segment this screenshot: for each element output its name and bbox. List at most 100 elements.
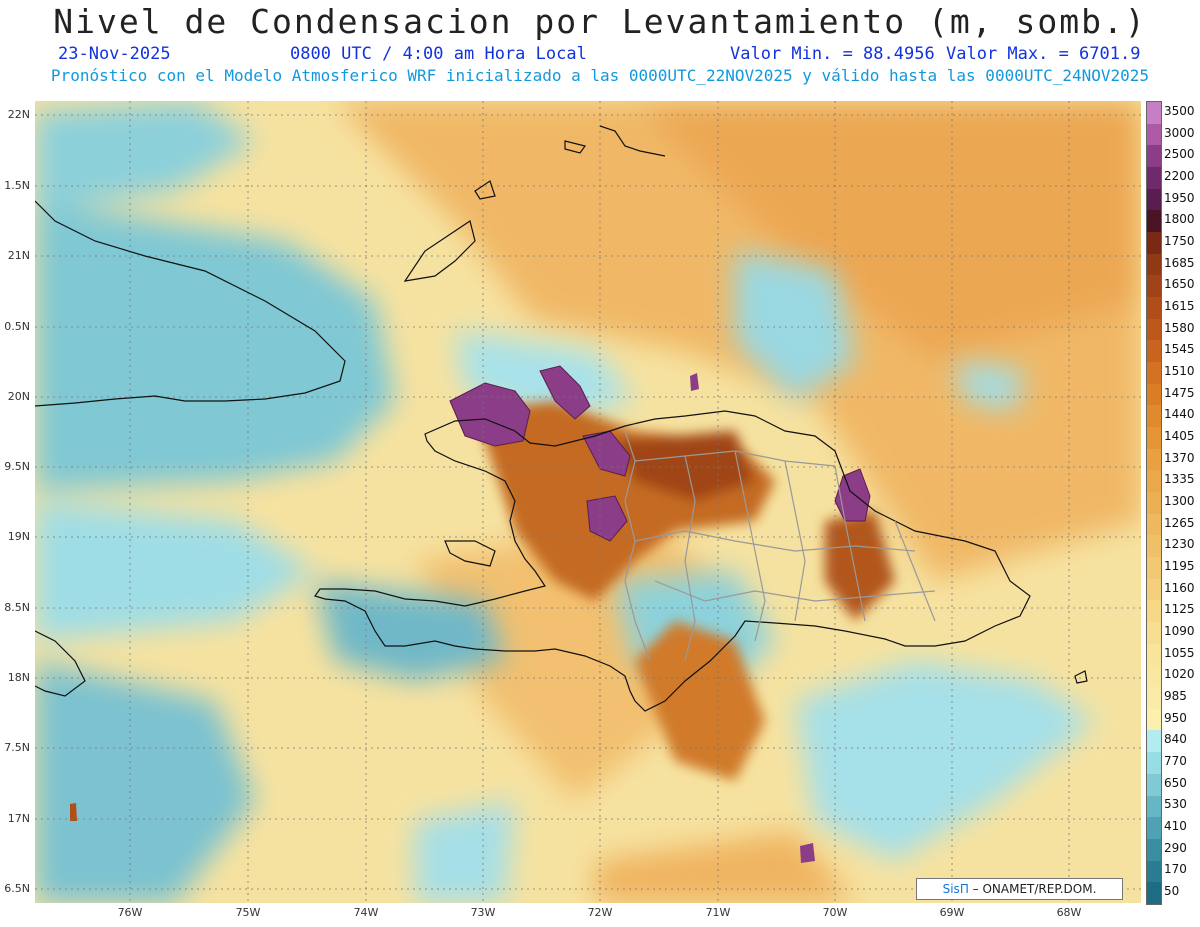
colorbar-label: 50 <box>1164 884 1180 899</box>
turks-caicos <box>599 125 666 157</box>
colorbar-swatch <box>1147 232 1161 254</box>
colorbar-label: 840 <box>1164 732 1187 747</box>
colorbar-swatch <box>1147 102 1161 124</box>
colorbar-swatch <box>1147 687 1161 709</box>
province-borders <box>624 430 936 662</box>
lat-label: 22N <box>7 108 30 121</box>
colorbar-label: 530 <box>1164 797 1187 812</box>
colorbar-label: 1265 <box>1164 515 1195 530</box>
max-value: Valor Max. = 6701.9 <box>946 44 1141 64</box>
colorbar-swatch <box>1147 253 1161 276</box>
bahamas-island-3 <box>564 140 587 154</box>
graticule <box>35 101 1141 903</box>
colorbar-swatch <box>1147 773 1161 796</box>
colorbar-label: 1800 <box>1164 212 1195 227</box>
gonave-coast <box>444 540 496 567</box>
colorbar-swatch <box>1147 643 1161 666</box>
lat-label: 9.5N <box>4 460 30 473</box>
colorbar-swatch <box>1147 405 1161 428</box>
lon-label: 69W <box>939 906 965 919</box>
lcl-map <box>35 101 1141 903</box>
colorbar-swatch <box>1147 470 1161 493</box>
credit-brand: SisΠ <box>942 882 969 896</box>
colorbar-swatch <box>1147 427 1161 449</box>
colorbar-label: 1615 <box>1164 298 1195 313</box>
lat-label: 0.5N <box>4 320 30 333</box>
colorbar-label: 3500 <box>1164 103 1195 118</box>
map-title: Nivel de Condensacion por Levantamiento … <box>53 2 1147 41</box>
cuba-coast <box>35 200 346 407</box>
lat-label: 18N <box>7 671 30 684</box>
lon-label: 74W <box>353 906 379 919</box>
colorbar-swatch <box>1147 752 1161 774</box>
hispaniola-coast <box>314 410 1031 712</box>
colorbar-label: 1300 <box>1164 494 1195 508</box>
colorbar-label: 1545 <box>1164 342 1195 357</box>
min-value: Valor Min. = 88.4956 <box>730 44 935 64</box>
colorbar-label: 1090 <box>1164 624 1195 639</box>
colorbar-label: 1125 <box>1164 602 1195 617</box>
lon-label: 68W <box>1056 906 1082 919</box>
colorbar-label: 1580 <box>1164 320 1195 335</box>
lon-label: 71W <box>705 906 731 919</box>
colorbar-swatch <box>1147 513 1161 536</box>
lat-label: 1.5N <box>4 179 30 192</box>
lat-label: 8.5N <box>4 601 30 614</box>
colorbar-swatch <box>1147 210 1161 233</box>
colorbar-label: 290 <box>1164 840 1187 855</box>
colorbar-label: 1510 <box>1164 363 1195 378</box>
colorbar-swatch <box>1147 145 1161 168</box>
colorbar-swatch <box>1147 275 1161 298</box>
colorbar-label: 2200 <box>1164 168 1195 183</box>
colorbar-swatch <box>1147 535 1161 558</box>
colorbar-label: 1650 <box>1164 277 1195 292</box>
bahamas-island-1 <box>403 220 476 282</box>
forecast-date: 23-Nov-2025 <box>58 44 171 64</box>
colorbar-label: 170 <box>1164 862 1187 877</box>
colorbar-label: 1055 <box>1164 645 1195 660</box>
lon-label: 73W <box>470 906 496 919</box>
colorbar-swatch <box>1147 622 1161 644</box>
colorbar-label: 1195 <box>1164 559 1195 574</box>
colorbar-swatch <box>1147 362 1161 384</box>
forecast-time: 0800 UTC / 4:00 am Hora Local <box>290 44 587 64</box>
colorbar-label: 770 <box>1164 754 1187 769</box>
lon-label: 75W <box>235 906 261 919</box>
colorbar-label: 410 <box>1164 819 1187 834</box>
colorbar-swatch <box>1147 600 1161 623</box>
colorbar-swatch <box>1147 665 1161 688</box>
lon-label: 72W <box>587 906 613 919</box>
colorbar-label: 2500 <box>1164 147 1195 162</box>
colorbar-label: 1750 <box>1164 233 1195 248</box>
colorbar-label: 950 <box>1164 710 1187 725</box>
colorbar-swatch <box>1147 448 1161 471</box>
colorbar-label: 1370 <box>1164 450 1195 465</box>
field-purple-layer <box>70 365 871 863</box>
lat-label: 17N <box>7 812 30 825</box>
colorbar-swatch <box>1147 318 1161 341</box>
colorbar-swatch <box>1147 730 1161 753</box>
model-info: Pronóstico con el Modelo Atmosferico WRF… <box>50 66 1150 85</box>
colorbar-label: 1230 <box>1164 537 1195 552</box>
colorbar-label: 3000 <box>1164 125 1195 140</box>
colorbar-swatch <box>1147 188 1161 211</box>
colorbar-swatch <box>1147 492 1161 514</box>
colorbar-swatch <box>1147 795 1161 818</box>
colorbar-swatch <box>1147 297 1161 319</box>
colorbar-swatch <box>1147 167 1161 189</box>
colorbar-swatch <box>1147 340 1161 363</box>
credit-text: – ONAMET/REP.DOM. <box>972 882 1097 896</box>
credit-box: SisΠ – ONAMET/REP.DOM. <box>916 878 1123 900</box>
colorbar-label: 1335 <box>1164 472 1195 487</box>
colorbar-label: 1405 <box>1164 428 1195 443</box>
bahamas-island-2 <box>474 180 496 200</box>
colorbar-swatch <box>1147 578 1161 601</box>
colorbar-swatch <box>1147 557 1161 579</box>
colorbar-label: 1950 <box>1164 190 1195 205</box>
colorbar-swatch <box>1147 860 1161 883</box>
colorbar-swatch <box>1147 882 1161 904</box>
colorbar-swatch <box>1147 817 1161 839</box>
colorbar-label: 1160 <box>1164 580 1195 595</box>
jamaica-coast <box>35 630 86 697</box>
puerto-rico-tip <box>1074 670 1088 684</box>
